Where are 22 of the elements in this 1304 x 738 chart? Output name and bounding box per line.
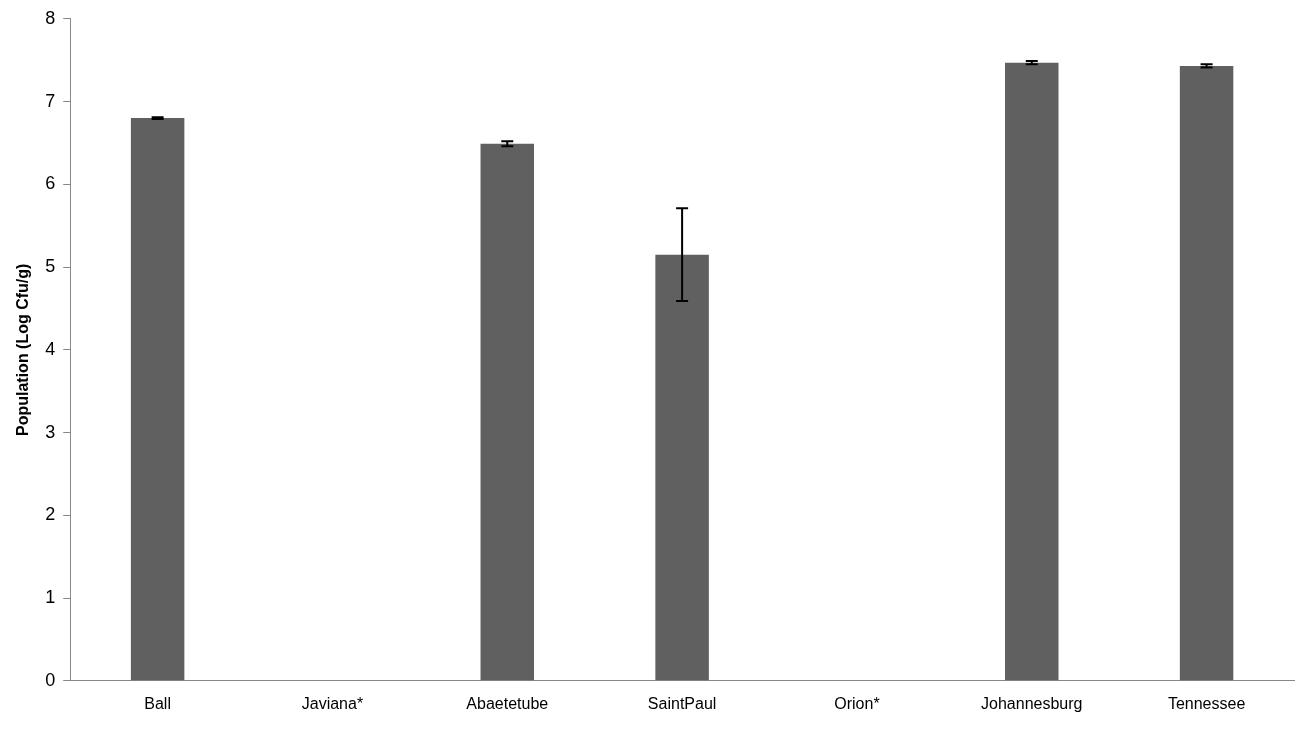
bar bbox=[130, 118, 185, 681]
y-tick-label: 7 bbox=[45, 90, 56, 111]
bar bbox=[655, 254, 709, 681]
x-tick-label: Orion* bbox=[834, 694, 880, 712]
x-tick-label: Tennessee bbox=[1167, 694, 1246, 712]
y-tick-label: 5 bbox=[45, 256, 56, 277]
y-axis-title: Population (Log Cfu/g) bbox=[14, 263, 32, 436]
bar bbox=[1005, 62, 1059, 681]
y-tick-label: 4 bbox=[45, 338, 56, 359]
x-tick-label: Johannesburg bbox=[981, 694, 1083, 712]
y-tick-label: 0 bbox=[45, 669, 56, 690]
bar bbox=[1179, 65, 1234, 681]
x-tick-label: SaintPaul bbox=[647, 694, 717, 712]
bar bbox=[480, 143, 535, 681]
x-tick-label: Javiana* bbox=[301, 694, 364, 712]
x-tick-label: Abaetetube bbox=[466, 694, 549, 712]
y-tick-label: 6 bbox=[45, 173, 56, 194]
x-tick-label: Ball bbox=[144, 694, 171, 712]
y-tick-label: 8 bbox=[45, 7, 56, 28]
y-tick-label: 3 bbox=[45, 421, 56, 442]
y-tick-label: 1 bbox=[45, 587, 56, 608]
y-tick-label: 2 bbox=[45, 504, 56, 525]
